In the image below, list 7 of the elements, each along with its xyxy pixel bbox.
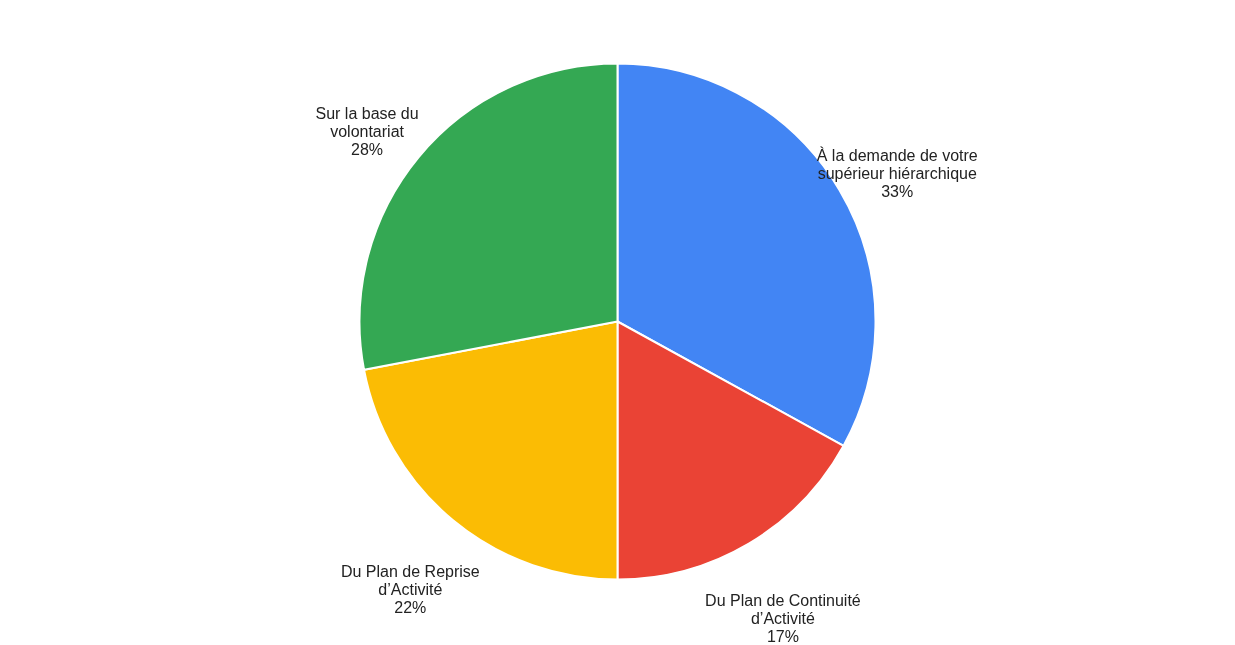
- slice-label: Sur la base du volontariat: [315, 105, 419, 141]
- slice-label: Du Plan de Reprise d’Activité: [340, 562, 480, 598]
- data-label: 22%: [394, 598, 427, 616]
- data-label: 33%: [881, 183, 914, 201]
- data-label: 28%: [351, 141, 384, 159]
- slice-label: Du Plan de Continuité d’Activité: [705, 592, 861, 628]
- data-label: 17%: [766, 628, 799, 645]
